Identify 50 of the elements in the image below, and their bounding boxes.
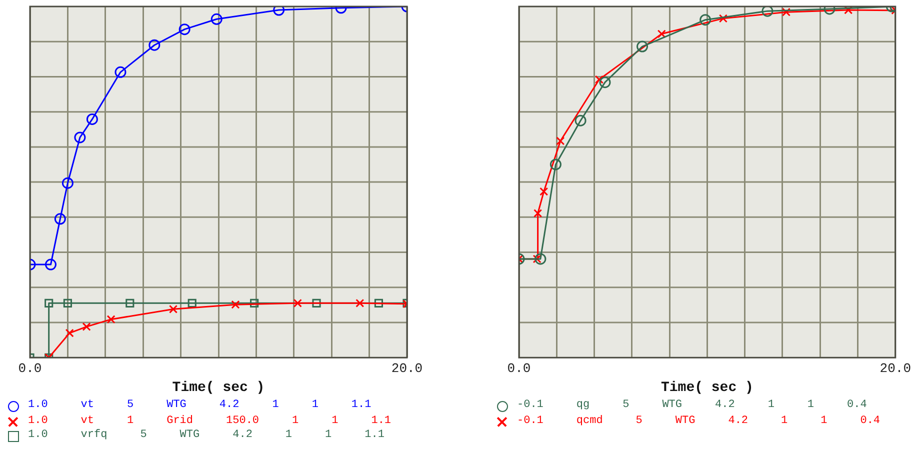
point (54, 213, 66, 225)
point (44, 258, 56, 270)
point (534, 253, 546, 265)
point (65, 328, 74, 338)
point (178, 24, 190, 36)
x-tick-label: 0.0 (18, 360, 42, 376)
point (574, 114, 586, 126)
point (550, 158, 562, 170)
point (700, 14, 712, 26)
point (231, 300, 240, 309)
point (718, 14, 728, 23)
x-axis-title: Time( sec ) (172, 380, 265, 396)
point (273, 6, 285, 16)
point (636, 40, 648, 52)
point (594, 75, 604, 84)
point (556, 136, 565, 146)
point (188, 298, 196, 308)
point (148, 39, 160, 51)
point (356, 298, 364, 308)
x-tick-label: 20.0 (391, 360, 423, 376)
point (44, 298, 54, 308)
point (126, 298, 134, 308)
point (293, 298, 302, 308)
point (782, 8, 791, 16)
point (657, 30, 666, 38)
point (62, 177, 74, 189)
point (374, 298, 384, 308)
point (114, 66, 126, 78)
legend-label: -0.1 qg 5 WTG 4.2 1 1 0.4 (517, 399, 868, 413)
point (82, 322, 91, 331)
x-axis-title: Time( sec ) (660, 380, 754, 396)
point (250, 298, 259, 308)
legend-label: 1.0 vrfq 5 WTG 4.2 1 1 1.1 (28, 429, 386, 443)
point (312, 298, 321, 308)
point (74, 132, 86, 144)
x-tick-label: 0.0 (507, 360, 531, 376)
x-tick-label: 20.0 (880, 360, 912, 376)
point (599, 76, 611, 88)
point (106, 315, 116, 324)
point (532, 254, 542, 264)
legend-label: -0.1 qcmd 5 WTG 4.2 1 1 0.4 (517, 415, 882, 429)
point (762, 6, 774, 17)
point (210, 13, 222, 25)
legend-label: 1.0 vt 1 Grid 150.0 1 1 1.1 (28, 415, 392, 429)
point (86, 113, 98, 125)
point (63, 298, 72, 308)
point (168, 304, 178, 314)
point (540, 187, 548, 196)
point (534, 209, 542, 218)
legend-label: 1.0 vt 5 WTG 4.2 1 1 1.1 (28, 399, 372, 413)
